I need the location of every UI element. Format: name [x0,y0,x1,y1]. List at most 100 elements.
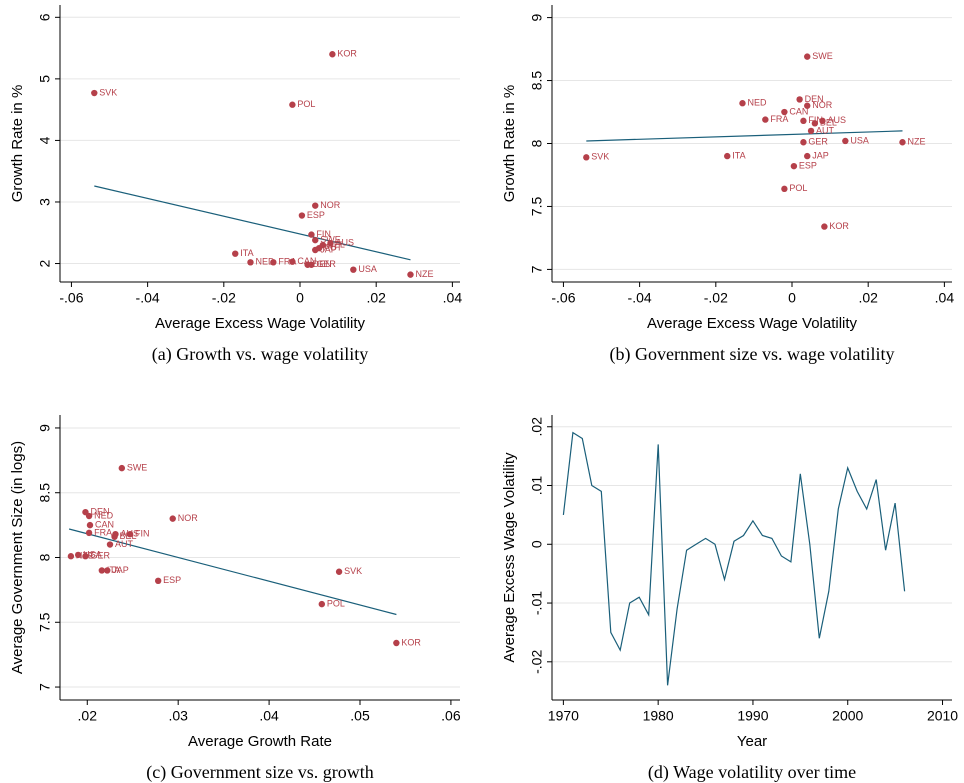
x-tick-label: -.02 [704,290,728,306]
point [85,529,93,537]
point [82,553,89,560]
point-label: ESP [163,575,181,585]
point-label: KOR [401,637,421,647]
point [308,231,315,238]
point [790,162,798,170]
x-tick-label: 2010 [927,708,958,724]
point [126,530,134,538]
point-label: AUT [324,243,343,253]
point-label: POL [297,99,315,109]
y-tick-label: 8 [37,553,53,561]
point-label: NED [747,98,767,108]
point-label: GER [316,259,336,269]
point-label: ITA [240,248,253,258]
point [899,139,906,146]
point-label: AUT [816,125,835,135]
y-tick-label: 5 [37,75,53,83]
y-tick-label: 8.5 [529,71,545,91]
point-label: NZE [415,269,433,279]
point [82,508,89,516]
x-tick-label: 1970 [548,708,579,724]
point-label: DEN [805,94,824,104]
point-label: FIN [808,115,823,125]
point [804,152,811,160]
y-tick-label: 6 [37,13,53,21]
point-label: POL [789,183,807,193]
point [289,101,296,108]
point [312,236,319,244]
point-label: NED [94,510,114,520]
point [232,250,239,257]
x-tick-label: .04 [935,290,955,306]
point-label: GER [808,137,828,147]
x-tick-label: -.04 [628,290,652,306]
point-label: USA [850,135,869,145]
point [169,515,176,522]
point-label: FIN [316,229,331,239]
x-tick-label: .04 [443,290,463,306]
x-tick-label: .02 [366,290,386,306]
x-tick-label: 1990 [737,708,768,724]
point-label: AUT [115,539,134,549]
point [583,154,590,161]
y-tick-label: -.01 [529,591,545,615]
point-label: NZE [76,551,94,561]
fit-line [94,185,411,261]
x-tick-label: -.06 [59,290,83,306]
point-label: KOR [337,49,357,59]
point [811,120,819,127]
caption: (a) Growth vs. wage volatility [152,344,368,365]
caption: (c) Government size vs. growth [146,762,373,783]
y-tick-label: 3 [37,198,53,206]
point-label: NOR [178,513,199,523]
point-label: ESP [307,210,325,220]
point-label: AUS [827,115,846,125]
point-label: DEN [313,259,332,269]
point [118,464,126,472]
y-tick-label: 9 [37,424,53,432]
point [104,567,111,574]
y-tick-label: 7 [529,265,545,273]
point-label: SWE [812,51,833,61]
point [312,246,319,254]
x-tick-label: -.04 [136,290,160,306]
x-tick-label: .03 [168,708,188,724]
y-tick-label: .01 [529,476,545,496]
point [329,51,336,58]
y-tick-label: 9 [529,13,545,21]
point [98,567,106,574]
x-tick-label: -.06 [551,290,575,306]
point-label: BEL [328,239,345,249]
point-label: AUS [120,529,139,539]
point-label: POL [327,599,345,609]
y-tick-label: 7.5 [37,612,53,632]
point [800,139,807,146]
point [74,551,82,559]
point-label: SVK [344,566,362,576]
point [289,258,296,265]
point-label: ITA [732,150,745,160]
point [724,152,731,160]
fit-line [586,130,903,142]
y-axis-title: Growth Rate in % [9,85,26,203]
point-label: KOR [829,221,849,231]
point [298,212,306,219]
point-label: NED [255,257,275,267]
point-label: NOR [812,100,833,110]
point [327,240,334,247]
y-axis-title: Growth Rate in % [501,85,518,203]
y-axis-title: Average Excess Wage Volatility [501,452,518,663]
point-label: NZE [907,137,925,147]
point [739,100,746,107]
point [318,600,326,608]
point [67,553,75,560]
point [407,271,414,278]
y-tick-label: 7.5 [529,197,545,217]
point-label: BEL [820,118,837,128]
point-label: USA [358,264,377,274]
point [312,202,319,209]
fit-line [68,528,397,616]
x-tick-label: 0 [788,290,796,306]
point-label: NOR [320,200,341,210]
point-label: CAN [95,519,114,529]
